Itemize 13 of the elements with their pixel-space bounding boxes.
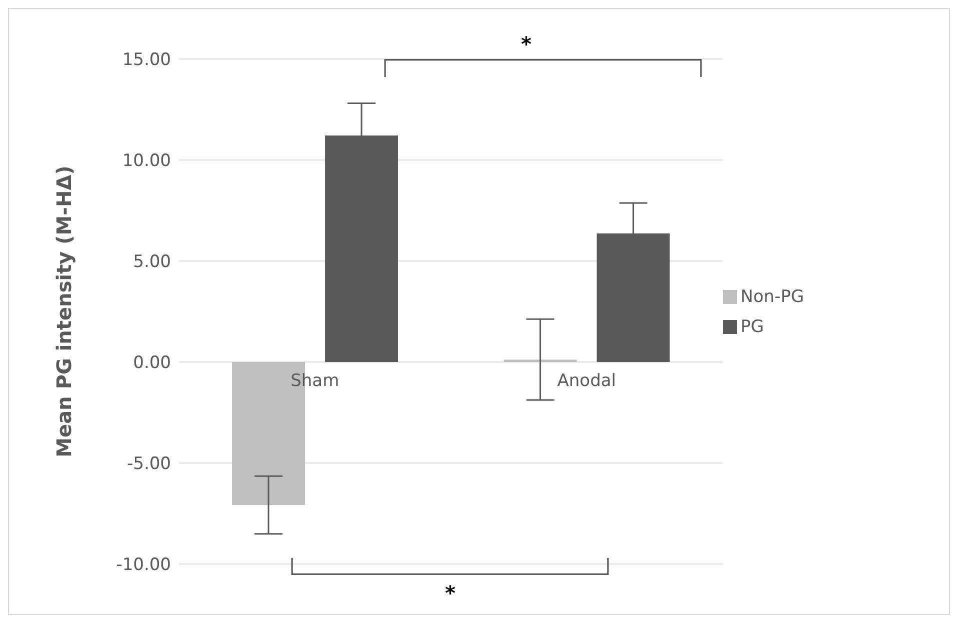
text: * [445, 581, 456, 605]
text: * [521, 32, 532, 56]
y-tick-label: -10.00 [116, 555, 171, 576]
y-axis-title: Mean PG intensity (M-HΔ) [52, 166, 76, 458]
y-tick-label: 10.00 [122, 151, 171, 172]
y-tick-label: 0.00 [133, 353, 171, 374]
x-tick-label: Anodal [557, 371, 616, 391]
y-tick-label: -5.00 [127, 454, 171, 474]
y-tick-label: 15.00 [122, 50, 171, 70]
legend-label: PG [740, 316, 764, 336]
y-tick-label: 5.00 [133, 252, 171, 272]
legend-label: Non-PG [740, 286, 804, 306]
x-tick-label: Sham [290, 371, 340, 391]
